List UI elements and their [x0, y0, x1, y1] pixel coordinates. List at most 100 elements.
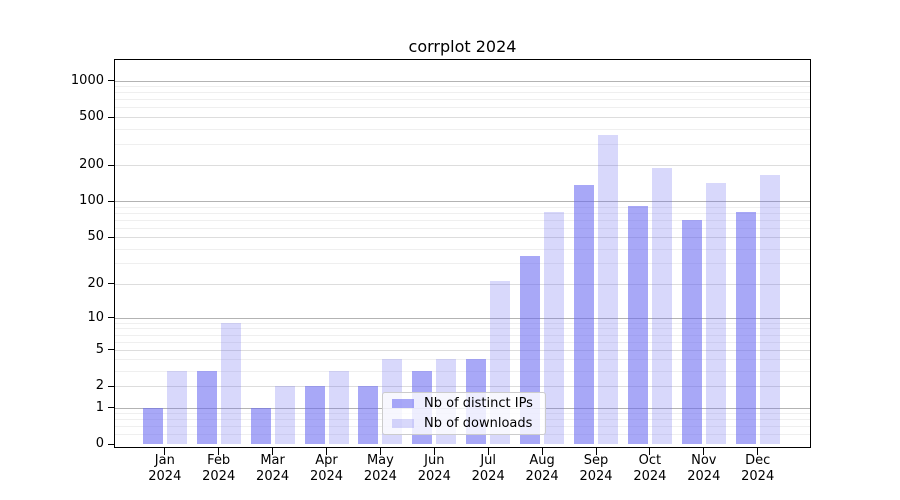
legend-entry-distinct-ips: Nb of distinct IPs: [392, 396, 545, 412]
y-tick-label-1: 1: [95, 399, 104, 415]
x-tick-label-line: 2024: [687, 469, 721, 484]
legend-label-distinct-ips: Nb of distinct IPs: [424, 395, 533, 411]
x-axis-tick-jun-2024: [433, 448, 435, 455]
gridline-40: [115, 248, 810, 250]
y-tick-label-0: 0: [95, 436, 104, 451]
gridline-8: [115, 328, 810, 330]
y-axis-tick-10: [108, 317, 115, 319]
x-tick-label-line: 2024: [417, 469, 451, 484]
x-tick-label-jun-2024: Jun 2024: [407, 453, 461, 485]
x-tick-label-dec-2024: Dec 2024: [731, 453, 785, 485]
bar-dec-2024-nb-of-downloads: [759, 174, 780, 444]
x-tick-label-line: 2024: [741, 469, 775, 484]
x-tick-label-line: Oct: [638, 453, 662, 468]
x-axis-tick-jul-2024: [487, 448, 489, 455]
x-tick-label-line: 2024: [256, 469, 290, 484]
y-tick-label-500: 500: [79, 109, 104, 124]
x-tick-label-line: Aug: [529, 453, 555, 468]
x-axis-tick-mar-2024: [272, 448, 274, 455]
gridline-30: [115, 263, 810, 265]
bar-mar-2024-nb-of-distinct-ips: [250, 407, 271, 444]
gridline-90: [115, 206, 810, 208]
bar-nov-2024-nb-of-distinct-ips: [681, 219, 702, 444]
x-tick-label-mar-2024: Mar 2024: [246, 453, 300, 485]
y-axis-tick-20: [108, 283, 115, 285]
bar-jan-2024-nb-of-downloads: [166, 371, 187, 444]
x-tick-label-line: 2024: [525, 469, 559, 484]
gridline-70: [115, 219, 810, 221]
gridline-3: [115, 371, 810, 373]
x-tick-label-line: Jun: [424, 453, 445, 468]
y-tick-label-10: 10: [87, 309, 104, 325]
x-tick-label-line: Sep: [583, 453, 609, 468]
gridline-20: [115, 283, 810, 285]
chart-title: corrplot 2024: [408, 37, 517, 56]
y-axis-tick-200: [108, 164, 115, 166]
bar-apr-2024-nb-of-downloads: [328, 371, 349, 444]
y-axis-tick-5: [108, 349, 115, 351]
x-tick-label-nov-2024: Nov 2024: [677, 453, 731, 485]
gridline-4: [115, 359, 810, 361]
y-tick-label-100: 100: [79, 193, 104, 209]
x-tick-label-line: 2024: [633, 469, 667, 484]
x-tick-label-feb-2024: Feb 2024: [192, 453, 246, 485]
x-axis-tick-apr-2024: [326, 448, 327, 455]
gridline-1000: [115, 80, 810, 82]
x-tick-label-jan-2024: Jan 2024: [138, 453, 192, 485]
bar-nov-2024-nb-of-downloads: [705, 182, 726, 444]
gridline-900: [115, 86, 810, 88]
x-tick-label-line: Nov: [691, 453, 717, 468]
x-tick-label-line: 2024: [363, 469, 397, 484]
bar-feb-2024-nb-of-distinct-ips: [196, 371, 217, 444]
y-tick-label-5: 5: [95, 341, 104, 357]
gridline-800: [115, 92, 810, 94]
y-tick-label-50: 50: [87, 229, 104, 245]
bar-mar-2024-nb-of-downloads: [274, 386, 295, 444]
gridline-80: [115, 212, 810, 214]
x-tick-label-line: Mar: [260, 453, 285, 468]
x-axis-tick-aug-2024: [541, 448, 543, 455]
gridline-9: [115, 322, 810, 324]
x-axis-tick-oct-2024: [649, 448, 651, 455]
legend: Nb of distinct IPs Nb of downloads: [382, 392, 546, 435]
x-tick-label-line: 2024: [471, 469, 505, 484]
x-tick-label-line: May: [366, 453, 394, 468]
gridline-5: [115, 349, 810, 351]
gridline-7: [115, 334, 810, 336]
bar-sep-2024-nb-of-downloads: [598, 134, 618, 444]
x-tick-label-sep-2024: Sep 2024: [569, 453, 623, 485]
y-axis-tick-2: [108, 385, 115, 387]
plot-area: [115, 60, 810, 447]
gridline-400: [115, 128, 810, 130]
y-tick-label-2: 2: [95, 378, 104, 394]
y-tick-label-200: 200: [79, 157, 104, 173]
bar-feb-2024-nb-of-downloads: [220, 322, 241, 444]
x-tick-label-line: 2024: [309, 469, 344, 484]
gridline-600: [115, 107, 810, 109]
x-axis-tick-may-2024: [379, 448, 381, 455]
gridline-6: [115, 341, 810, 343]
gridline-300: [115, 143, 810, 145]
y-tick-label-1000: 1000: [70, 72, 104, 88]
legend-entry-downloads: Nb of downloads: [392, 416, 545, 432]
x-tick-label-apr-2024: Apr 2024: [300, 453, 354, 485]
gridline-2: [115, 386, 810, 388]
gridline-50: [115, 237, 810, 239]
y-axis-tick-0: [108, 443, 115, 445]
x-axis-tick-dec-2024: [757, 448, 759, 455]
y-axis-tick-100: [108, 200, 115, 202]
legend-swatch-distinct-ips: [392, 399, 414, 408]
x-tick-label-may-2024: May 2024: [353, 453, 407, 485]
x-axis-tick-sep-2024: [595, 448, 597, 455]
x-axis-tick-nov-2024: [703, 448, 705, 455]
bar-aug-2024-nb-of-downloads: [544, 211, 565, 444]
gridline-60: [115, 227, 810, 229]
bar-may-2024-nb-of-distinct-ips: [358, 386, 379, 444]
legend-label-downloads: Nb of downloads: [424, 415, 533, 431]
y-axis-tick-1: [108, 407, 115, 409]
bar-apr-2024-nb-of-distinct-ips: [304, 386, 325, 444]
x-axis-tick-jan-2024: [164, 448, 166, 455]
x-tick-label-line: Jan: [154, 453, 175, 468]
gridline-700: [115, 99, 810, 101]
